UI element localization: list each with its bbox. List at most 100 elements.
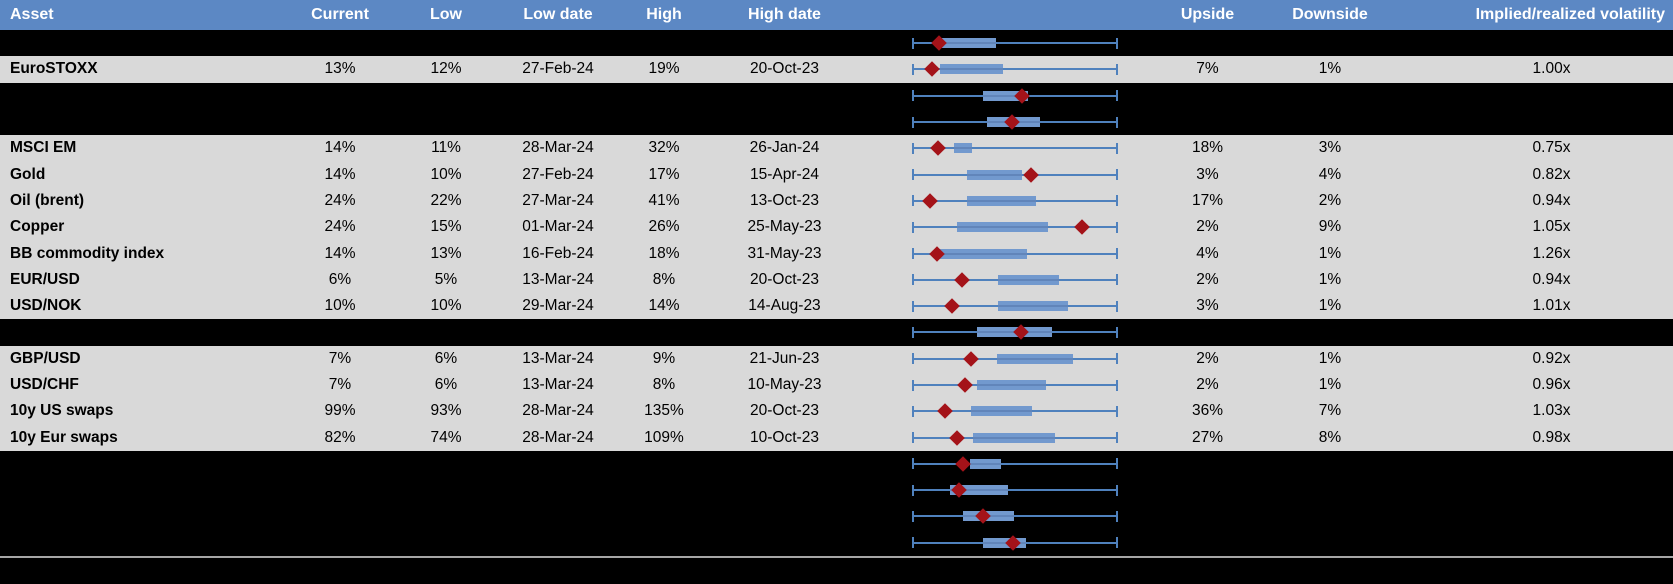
cell-downside[interactable]: 3% xyxy=(1318,139,1342,157)
cell-high[interactable]: 8% xyxy=(652,270,676,288)
cell-downside[interactable]: 9% xyxy=(1318,218,1342,236)
cell-low[interactable]: 22% xyxy=(430,191,462,209)
cell-upside[interactable]: 17% xyxy=(1191,191,1224,209)
cell-implied-realized[interactable]: 0.94x xyxy=(1532,270,1571,288)
cell-implied-realized[interactable]: 1.05x xyxy=(1532,218,1571,236)
cell-current[interactable]: 7% xyxy=(328,349,352,367)
cell-low[interactable]: 93% xyxy=(430,402,462,420)
cell-current[interactable]: 24% xyxy=(324,191,356,209)
cell-asset[interactable]: Oil (brent) xyxy=(10,191,85,209)
cell-current[interactable]: 6% xyxy=(328,270,352,288)
cell-low-date[interactable]: 27-Mar-24 xyxy=(522,191,594,209)
cell-downside[interactable]: 1% xyxy=(1318,349,1342,367)
column-header-current[interactable]: Current xyxy=(311,6,369,23)
cell-asset[interactable]: 10y US swaps xyxy=(10,402,114,420)
cell-low[interactable]: 10% xyxy=(430,165,462,183)
cell-low[interactable]: 13% xyxy=(430,244,462,262)
cell-current[interactable]: 14% xyxy=(324,165,356,183)
cell-current[interactable]: 24% xyxy=(324,218,356,236)
cell-downside[interactable]: 1% xyxy=(1318,270,1342,288)
cell-implied-realized[interactable]: 0.94x xyxy=(1532,191,1571,209)
cell-high-date[interactable]: 31-May-23 xyxy=(747,244,822,262)
cell-high-date[interactable]: 13-Oct-23 xyxy=(750,191,819,209)
cell-implied-realized[interactable]: 0.82x xyxy=(1532,165,1571,183)
cell-implied-realized[interactable]: 0.98x xyxy=(1532,428,1571,446)
cell-implied-realized[interactable]: 1.26x xyxy=(1532,244,1571,262)
cell-low[interactable]: 6% xyxy=(434,376,458,393)
cell-downside[interactable]: 1% xyxy=(1318,60,1342,78)
cell-asset[interactable]: BB commodity index xyxy=(10,244,165,262)
column-header-upside[interactable]: Upside xyxy=(1180,6,1235,23)
column-header-implied-realized-volatility[interactable]: Implied/realized volatility xyxy=(1475,6,1665,23)
cell-low-date[interactable]: 27-Feb-24 xyxy=(522,60,594,78)
cell-high[interactable]: 14% xyxy=(648,297,680,315)
cell-asset[interactable]: USD/CHF xyxy=(10,376,79,393)
cell-current[interactable]: 99% xyxy=(324,402,356,420)
column-header-downside[interactable]: Downside xyxy=(1292,6,1368,23)
cell-low-date[interactable]: 01-Mar-24 xyxy=(522,218,594,236)
cell-downside[interactable]: 2% xyxy=(1318,191,1342,209)
cell-asset[interactable]: GBP/USD xyxy=(10,349,81,367)
cell-downside[interactable]: 7% xyxy=(1318,402,1342,420)
cell-low[interactable]: 10% xyxy=(430,297,462,315)
column-header-high-date[interactable]: High date xyxy=(748,6,821,23)
cell-high-date[interactable]: 25-May-23 xyxy=(747,218,822,236)
cell-high[interactable]: 17% xyxy=(648,165,680,183)
cell-high-date[interactable]: 10-May-23 xyxy=(747,376,822,393)
cell-downside[interactable]: 8% xyxy=(1318,428,1342,446)
column-header-low-date[interactable]: Low date xyxy=(523,6,593,23)
cell-asset[interactable]: EuroSTOXX xyxy=(10,60,98,78)
cell-high-date[interactable]: 10-Oct-23 xyxy=(750,428,819,446)
cell-upside[interactable]: 4% xyxy=(1196,244,1219,262)
cell-low-date[interactable]: 28-Mar-24 xyxy=(522,428,594,446)
cell-current[interactable]: 14% xyxy=(324,244,356,262)
cell-upside[interactable]: 7% xyxy=(1196,60,1219,78)
cell-current[interactable]: 13% xyxy=(324,60,356,78)
cell-asset[interactable]: MSCI EM xyxy=(10,139,77,157)
cell-high-date[interactable]: 15-Apr-24 xyxy=(750,165,819,183)
cell-low[interactable]: 11% xyxy=(431,139,461,157)
cell-downside[interactable]: 1% xyxy=(1318,297,1342,315)
cell-low-date[interactable]: 13-Mar-24 xyxy=(522,376,594,393)
cell-asset[interactable]: EUR/USD xyxy=(10,270,80,288)
cell-high-date[interactable]: 20-Oct-23 xyxy=(750,402,819,420)
cell-downside[interactable]: 1% xyxy=(1318,244,1342,262)
cell-asset[interactable]: 10y Eur swaps xyxy=(10,428,118,446)
cell-high-date[interactable]: 26-Jan-24 xyxy=(749,139,820,157)
cell-low[interactable]: 6% xyxy=(434,349,458,367)
cell-downside[interactable]: 4% xyxy=(1318,165,1342,183)
cell-asset[interactable]: Copper xyxy=(10,218,65,236)
cell-high[interactable]: 26% xyxy=(648,218,680,236)
cell-implied-realized[interactable]: 1.00x xyxy=(1532,60,1571,78)
cell-low-date[interactable]: 29-Mar-24 xyxy=(522,297,594,315)
cell-low-date[interactable]: 28-Mar-24 xyxy=(522,402,594,420)
cell-low[interactable]: 15% xyxy=(430,218,462,236)
cell-low-date[interactable]: 16-Feb-24 xyxy=(522,244,594,262)
cell-implied-realized[interactable]: 0.92x xyxy=(1532,349,1571,367)
cell-current[interactable]: 14% xyxy=(324,139,356,157)
cell-downside[interactable]: 1% xyxy=(1318,376,1342,393)
cell-upside[interactable]: 3% xyxy=(1196,165,1219,183)
column-header-low[interactable]: Low xyxy=(430,6,462,23)
cell-high[interactable]: 9% xyxy=(652,349,676,367)
cell-low-date[interactable]: 27-Feb-24 xyxy=(522,165,594,183)
cell-low[interactable]: 74% xyxy=(430,428,462,446)
cell-low-date[interactable]: 13-Mar-24 xyxy=(522,349,594,367)
cell-high-date[interactable]: 20-Oct-23 xyxy=(750,60,819,78)
cell-high[interactable]: 18% xyxy=(648,244,680,262)
column-header-high[interactable]: High xyxy=(646,6,682,23)
cell-upside[interactable]: 2% xyxy=(1196,218,1219,236)
cell-upside[interactable]: 18% xyxy=(1191,139,1224,157)
cell-implied-realized[interactable]: 0.75x xyxy=(1532,139,1571,157)
cell-high[interactable]: 8% xyxy=(652,376,676,393)
cell-current[interactable]: 82% xyxy=(324,428,356,446)
cell-current[interactable]: 10% xyxy=(324,297,356,315)
cell-low-date[interactable]: 13-Mar-24 xyxy=(522,270,594,288)
cell-high-date[interactable]: 21-Jun-23 xyxy=(749,349,820,367)
cell-upside[interactable]: 2% xyxy=(1196,376,1219,393)
cell-low[interactable]: 5% xyxy=(434,270,458,288)
cell-upside[interactable]: 2% xyxy=(1196,349,1219,367)
cell-upside[interactable]: 2% xyxy=(1196,270,1219,288)
cell-current[interactable]: 7% xyxy=(328,376,352,393)
cell-upside[interactable]: 27% xyxy=(1191,428,1224,446)
